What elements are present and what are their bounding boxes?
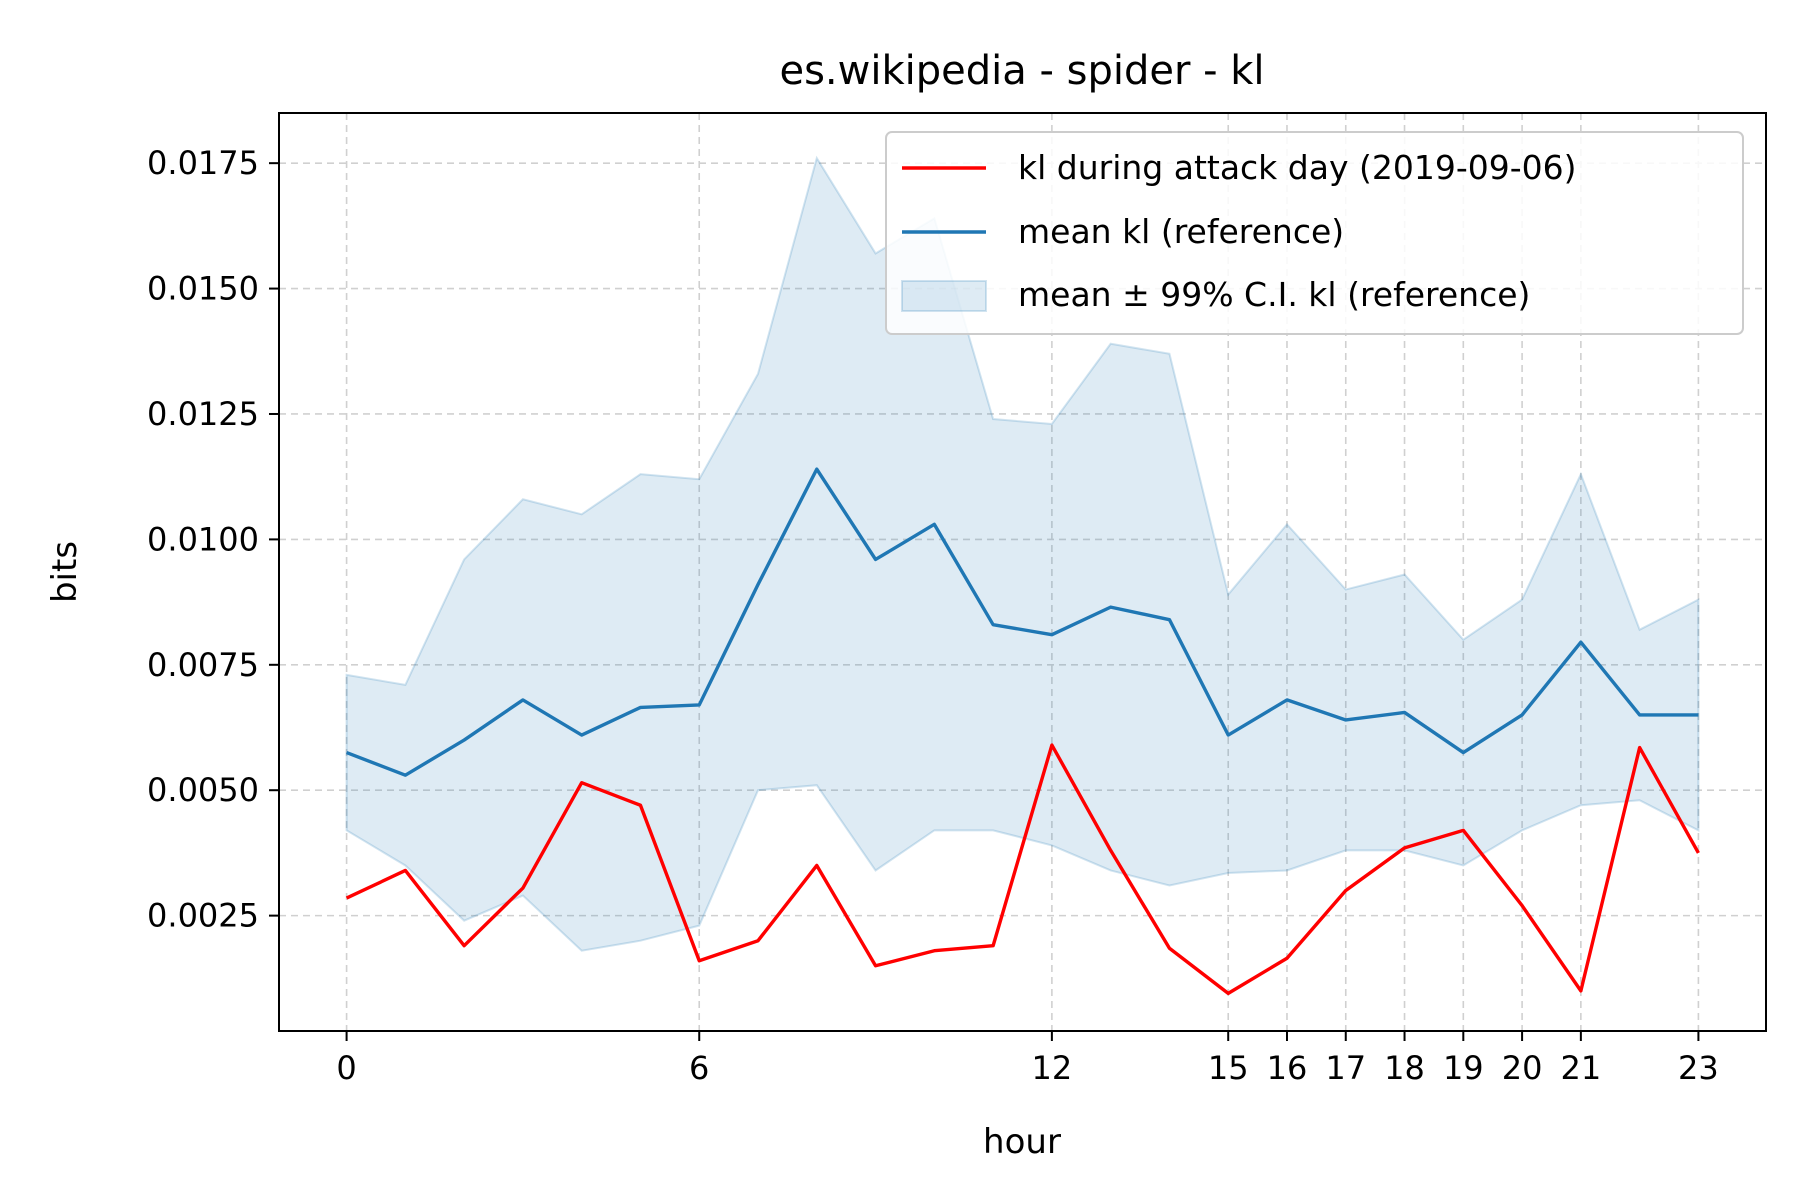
x-tick-label: 17 (1325, 1049, 1366, 1087)
mean-kl-line (345, 467, 1699, 777)
plot-frame (278, 112, 1767, 1032)
x-tick-label: 15 (1208, 1049, 1249, 1087)
legend-entry-label: mean kl (reference) (1018, 212, 1344, 251)
x-tick-label: 19 (1443, 1049, 1484, 1087)
x-tick-label: 6 (689, 1049, 709, 1087)
y-axis-label: bits (45, 541, 85, 603)
x-tick-label: 12 (1032, 1049, 1073, 1087)
x-tick-label: 23 (1678, 1049, 1719, 1087)
lines-layer (345, 467, 1700, 996)
legend-entry-label: kl during attack day (2019-09-06) (1018, 148, 1577, 187)
legend-entry-label: mean ± 99% C.I. kl (reference) (1018, 275, 1530, 314)
y-tick-label: 0.0125 (147, 395, 259, 433)
chart-title: es.wikipedia - spider - kl (779, 48, 1264, 94)
y-tick-label: 0.0025 (147, 897, 259, 935)
y-tick-label: 0.0100 (147, 520, 259, 558)
y-tick-label: 0.0075 (147, 646, 259, 684)
ticks: 0 6 12 15 16 17 18 19 20 21 23 0.0025 0.0050 0.0075 0.… (147, 144, 1719, 1087)
x-tick-label: 18 (1384, 1049, 1425, 1087)
band-layer (345, 155, 1700, 952)
x-tick-label: 16 (1267, 1049, 1308, 1087)
attack-day-kl-line (345, 743, 1700, 996)
confidence-band (345, 155, 1700, 952)
legend-swatch-band (901, 280, 987, 312)
x-tick-label: 0 (336, 1049, 356, 1087)
y-tick-label: 0.0150 (147, 270, 259, 308)
y-tick-label: 0.0175 (147, 144, 259, 182)
legend-box (885, 131, 1744, 335)
x-tick-label: 21 (1561, 1049, 1602, 1087)
x-axis-label: hour (983, 1122, 1061, 1162)
y-tick-label: 0.0050 (147, 771, 259, 809)
legend: kl during attack day (2019-09-06) mean kl… (885, 131, 1744, 335)
x-tick-label: 20 (1502, 1049, 1543, 1087)
